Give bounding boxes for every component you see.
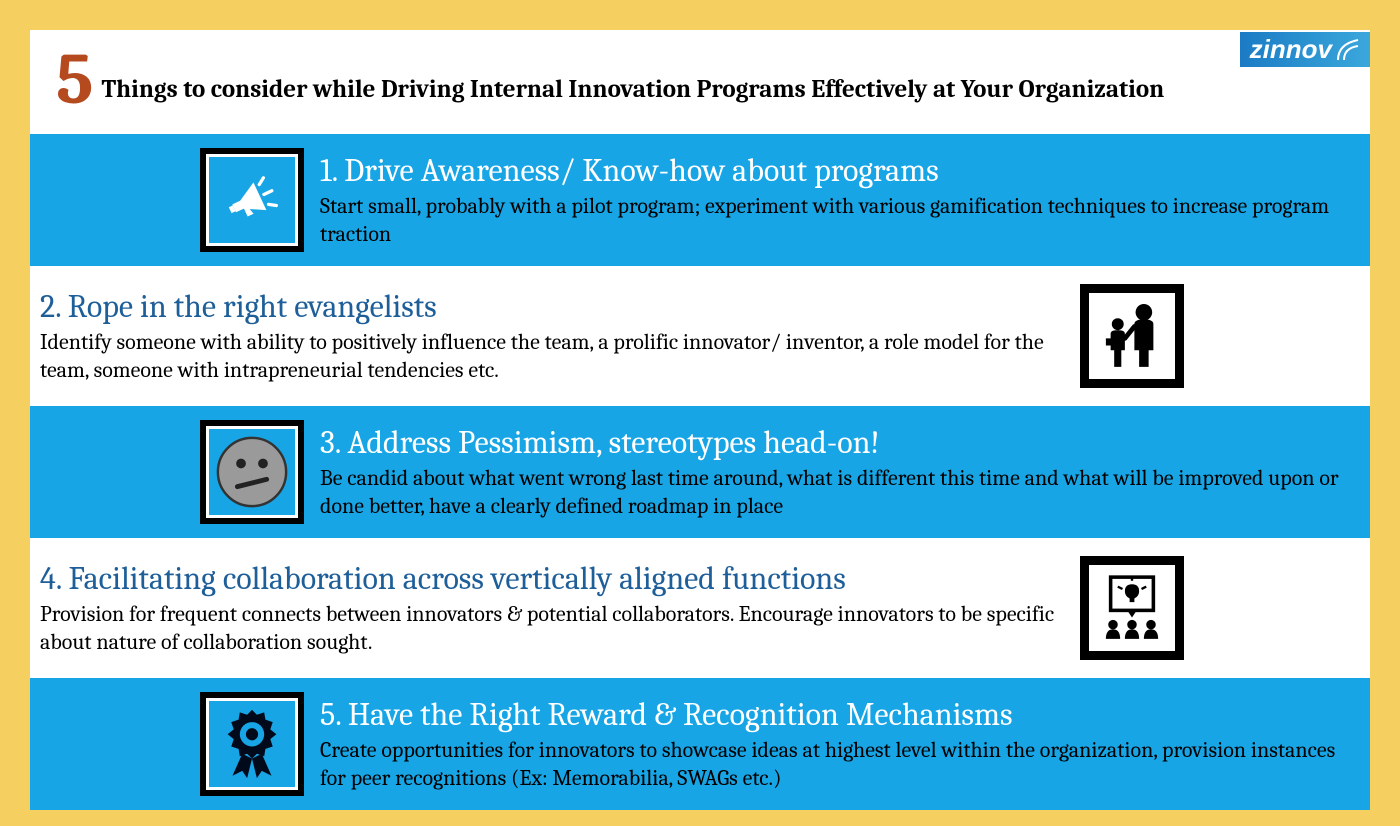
item-row-2: 2. Rope in the right evangelists Identif… — [30, 266, 1370, 406]
item-1-heading: 1. Drive Awareness/ Know-how about progr… — [320, 152, 1346, 189]
logo-arc-icon — [1336, 38, 1360, 62]
ribbon-award-icon — [213, 705, 291, 783]
item-2-heading: 2. Rope in the right evangelists — [40, 288, 1060, 325]
confused-face-icon-box — [200, 420, 304, 524]
item-2-body: Identify someone with ability to positiv… — [40, 329, 1060, 384]
two-people-icon — [1094, 298, 1170, 374]
item-5-heading: 5. Have the Right Reward & Recognition M… — [320, 696, 1346, 733]
team-idea-icon — [1094, 570, 1170, 646]
header: zinnov 5 Things to consider while Drivin… — [30, 30, 1370, 134]
megaphone-icon-box — [200, 148, 304, 252]
item-3-body: Be candid about what went wrong last tim… — [320, 465, 1346, 520]
page-title: Things to consider while Driving Interna… — [101, 57, 1164, 104]
brand-logo: zinnov — [1240, 32, 1370, 67]
two-people-icon-box — [1080, 284, 1184, 388]
infographic-container: zinnov 5 Things to consider while Drivin… — [30, 30, 1370, 796]
item-4-body: Provision for frequent connects between … — [40, 601, 1060, 656]
confused-face-icon — [213, 433, 291, 511]
item-3-heading: 3. Address Pessimism, stereotypes head-o… — [320, 424, 1346, 461]
logo-text: zinnov — [1250, 34, 1332, 65]
item-row-3: 3. Address Pessimism, stereotypes head-o… — [30, 406, 1370, 538]
item-5-body: Create opportunities for innovators to s… — [320, 737, 1346, 792]
item-1-body: Start small, probably with a pilot progr… — [320, 193, 1346, 248]
team-idea-icon-box — [1080, 556, 1184, 660]
item-row-5: 5. Have the Right Reward & Recognition M… — [30, 678, 1370, 810]
megaphone-icon — [217, 165, 287, 235]
item-row-1: 1. Drive Awareness/ Know-how about progr… — [30, 134, 1370, 266]
ribbon-award-icon-box — [200, 692, 304, 796]
big-number: 5 — [56, 44, 93, 116]
item-4-heading: 4. Facilitating collaboration across ver… — [40, 560, 1060, 597]
item-row-4: 4. Facilitating collaboration across ver… — [30, 538, 1370, 678]
